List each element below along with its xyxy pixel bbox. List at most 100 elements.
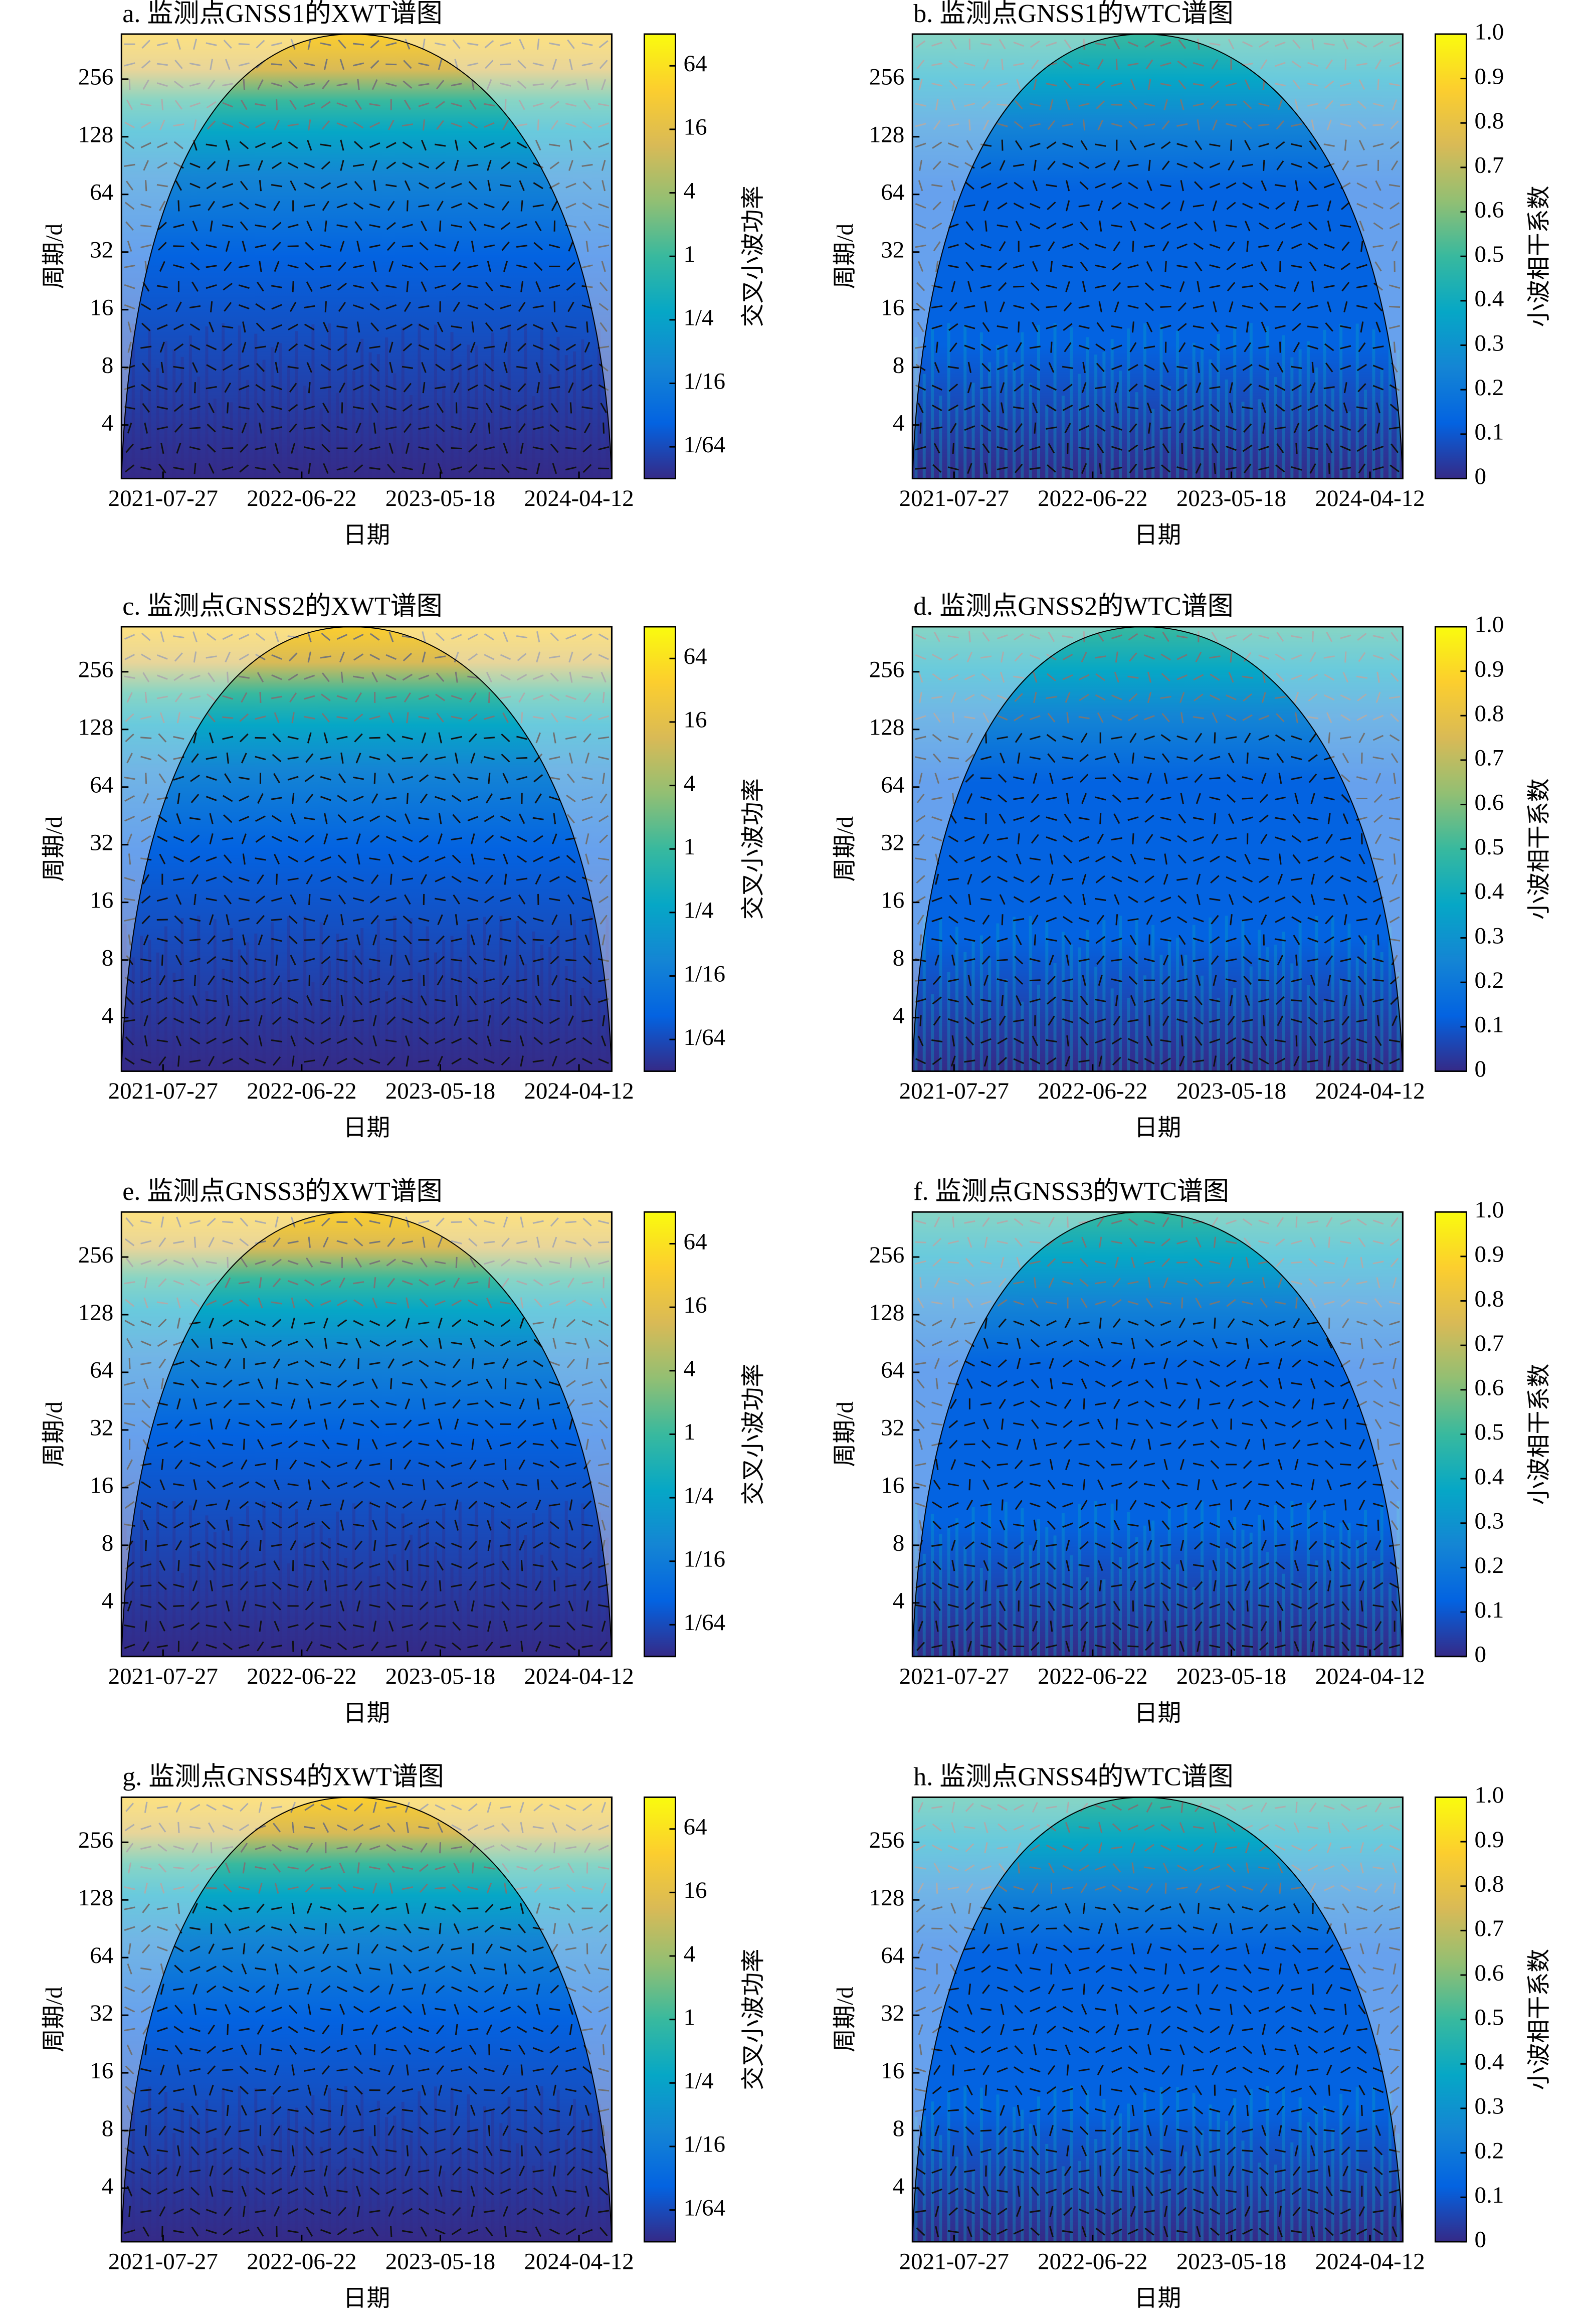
phase-arrow: [468, 181, 477, 191]
phase-arrow: [1291, 405, 1302, 411]
texture-stripe: [491, 1001, 495, 1071]
phase-arrow: [1194, 693, 1204, 701]
phase-arrow: [1046, 695, 1057, 699]
phase-arrow: [209, 732, 214, 744]
phase-arrow: [156, 184, 168, 188]
phase-arrow: [1209, 244, 1221, 249]
phase-arrow: [323, 833, 328, 845]
phase-arrow: [385, 938, 397, 942]
phase-arrow: [467, 675, 479, 679]
phase-arrow: [402, 1604, 413, 1607]
phase-arrow: [1228, 39, 1235, 50]
phase-arrow: [189, 204, 201, 208]
phase-arrow: [501, 241, 510, 251]
phase-arrow: [1295, 180, 1298, 192]
phase-arrow: [1258, 654, 1270, 660]
phase-arrow: [240, 443, 249, 453]
phase-arrow: [173, 1604, 184, 1607]
phase-arrow: [388, 712, 394, 723]
phase-arrow: [1078, 405, 1090, 411]
phase-arrow: [451, 716, 462, 720]
phase-arrow: [453, 382, 460, 393]
phase-arrow: [324, 220, 327, 232]
phase-arrow: [1111, 694, 1122, 700]
phase-arrow: [304, 426, 315, 430]
phase-arrow: [275, 1459, 278, 1470]
phase-arrow: [1323, 162, 1335, 168]
phase-arrow: [370, 40, 379, 49]
phase-arrow: [173, 466, 184, 470]
texture-stripe: [344, 328, 347, 479]
texture-stripe: [931, 1514, 934, 1657]
phase-arrow: [1160, 426, 1171, 430]
phase-arrow: [320, 1017, 331, 1025]
phase-arrow: [418, 102, 430, 107]
phase-arrow: [1114, 402, 1119, 414]
texture-stripe: [955, 927, 958, 1071]
phase-arrow: [1013, 41, 1025, 47]
phase-arrow: [602, 934, 606, 946]
texture-stripe: [507, 325, 511, 479]
phase-arrow: [352, 163, 364, 167]
phase-arrow: [189, 674, 201, 680]
texture-stripe: [1388, 927, 1392, 1071]
phase-arrow: [352, 918, 364, 922]
phase-arrow: [469, 692, 477, 702]
texture-stripe: [336, 934, 339, 1071]
colorbar-tick-label: 1/16: [683, 1546, 725, 1572]
phase-arrow: [1359, 220, 1365, 232]
phase-arrow: [307, 732, 312, 744]
phase-arrow: [918, 180, 923, 192]
phase-arrow: [484, 654, 495, 660]
phase-arrow: [418, 83, 430, 86]
phase-arrow: [404, 301, 411, 312]
phase-arrow: [455, 671, 458, 683]
phase-arrow: [585, 240, 589, 252]
phase-arrow: [1209, 183, 1221, 189]
texture-stripe: [1061, 396, 1065, 479]
phase-arrow: [1226, 445, 1237, 451]
phase-arrow: [304, 674, 315, 680]
phase-arrow: [1046, 404, 1057, 412]
phase-arrow: [369, 103, 380, 107]
phase-arrow: [1340, 224, 1351, 228]
texture-stripe: [434, 1546, 437, 1657]
y-tick-label: 128: [78, 122, 114, 148]
texture-stripe: [376, 1576, 380, 1657]
texture-stripe: [1135, 392, 1138, 479]
phase-arrow: [1209, 694, 1220, 701]
phase-arrow: [1209, 143, 1221, 147]
phase-arrow: [1390, 653, 1400, 661]
texture-stripe: [458, 957, 462, 1071]
phase-arrow: [933, 631, 940, 642]
phase-arrow: [206, 182, 217, 190]
phase-arrow: [532, 426, 544, 430]
phase-arrow: [534, 995, 542, 1006]
texture-stripe: [564, 1501, 568, 1657]
phase-arrow: [402, 466, 413, 470]
phase-arrow: [1372, 203, 1384, 209]
phase-arrow: [585, 833, 589, 845]
phase-arrow: [1064, 423, 1071, 434]
phase-arrow: [468, 202, 478, 210]
phase-arrow: [1309, 140, 1317, 150]
phase-arrow: [271, 815, 282, 822]
phase-arrow: [356, 853, 360, 865]
colorbar-tick-label: 0.6: [1474, 789, 1504, 815]
phase-arrow: [1291, 674, 1302, 680]
phase-arrow: [156, 406, 168, 410]
phase-arrow: [189, 1059, 201, 1063]
phase-arrow: [1357, 100, 1366, 109]
phase-arrow: [1344, 1499, 1347, 1511]
phase-arrow: [304, 1017, 315, 1024]
phase-arrow: [997, 425, 1008, 431]
phase-arrow: [1308, 181, 1317, 191]
phase-arrow: [256, 403, 265, 413]
texture-stripe: [1217, 334, 1220, 479]
phase-arrow: [288, 673, 298, 681]
phase-arrow: [980, 265, 992, 268]
phase-arrow: [353, 976, 363, 984]
phase-arrow: [932, 673, 942, 681]
phase-arrow: [371, 403, 378, 413]
phase-arrow: [1095, 424, 1106, 432]
